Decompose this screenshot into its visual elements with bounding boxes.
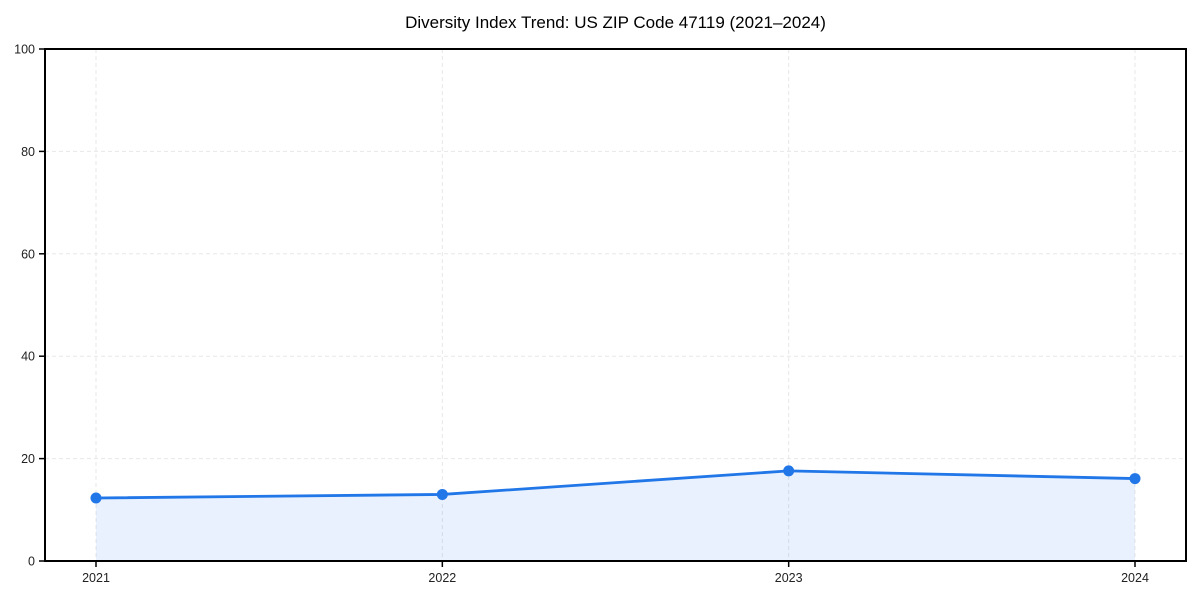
area-fill (96, 470, 1135, 561)
y-tick-label: 0 (28, 555, 35, 569)
plot-border (44, 48, 1187, 562)
y-tick-label: 60 (21, 247, 35, 261)
y-tick-label: 40 (21, 350, 35, 364)
data-point-marker (783, 465, 795, 477)
y-tick-label: 20 (21, 452, 35, 466)
trend-line (94, 469, 1137, 500)
data-point-marker (436, 488, 448, 500)
chart-title: Diversity Index Trend: US ZIP Code 47119… (405, 13, 826, 32)
x-tick-label: 2023 (775, 571, 803, 585)
y-tick-label: 100 (14, 43, 35, 57)
data-point-marker (90, 492, 102, 504)
data-point-marker (1129, 473, 1141, 485)
x-tick-label: 2021 (82, 571, 110, 585)
x-tick-label: 2024 (1121, 571, 1149, 585)
y-tick-label: 80 (21, 145, 35, 159)
x-tick-label: 2022 (428, 571, 456, 585)
